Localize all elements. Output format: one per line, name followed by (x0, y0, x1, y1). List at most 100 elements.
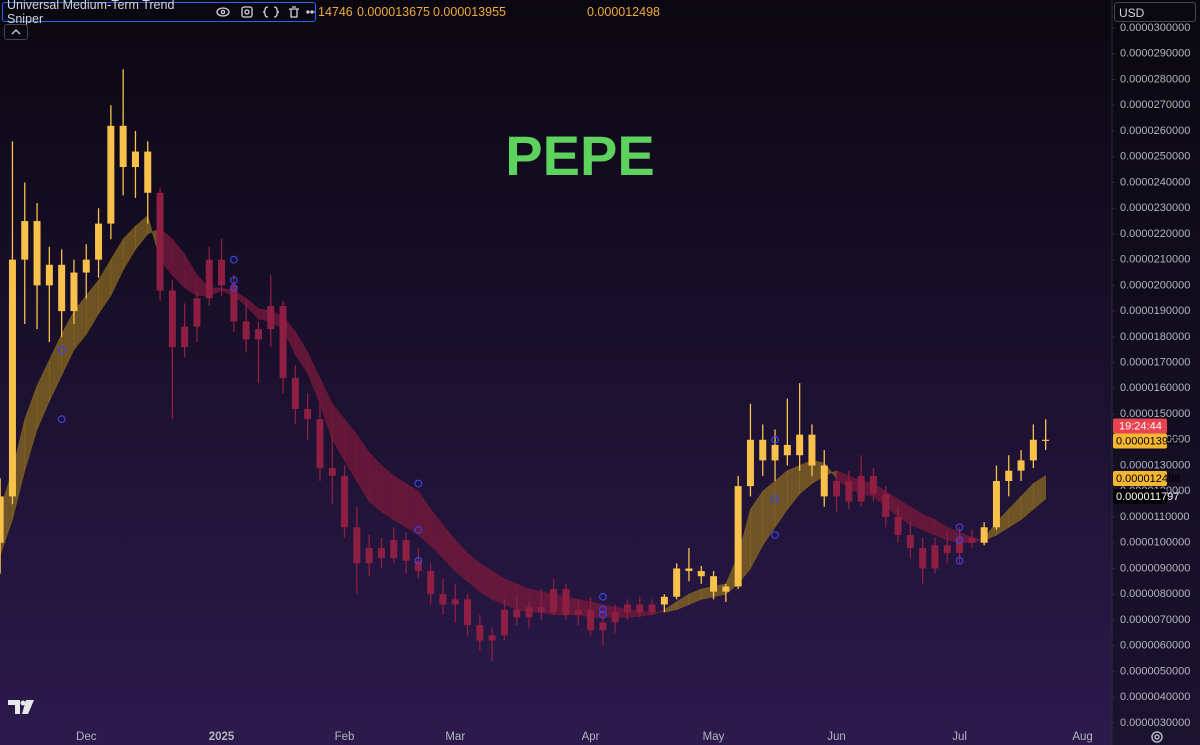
x-tick-label: Jun (827, 731, 846, 743)
candle-body (992, 480, 1000, 528)
candle-body (144, 151, 152, 193)
candle-body (673, 568, 681, 597)
candle-body (1029, 439, 1037, 461)
candle-body (427, 571, 435, 595)
candle-body (746, 439, 754, 487)
candle-body (168, 290, 176, 348)
signal-marker (229, 284, 238, 292)
legend-value: 0.000013955 (433, 5, 506, 19)
candle-body (562, 589, 570, 615)
countdown: 19:24:44 (1119, 420, 1162, 432)
signal-marker (771, 495, 779, 503)
legend-value: 0.000012498 (587, 5, 660, 19)
y-tick-label: 0.0000260000 (1120, 125, 1190, 137)
tv-logo (8, 700, 34, 714)
currency-select[interactable]: USD (1114, 2, 1196, 22)
candle-body (230, 285, 238, 322)
ribbon-segment (393, 475, 407, 528)
candle-body (353, 527, 361, 564)
candle-body (759, 439, 767, 461)
y-tick-label: 0.0000110000 (1120, 511, 1190, 523)
candle-body (464, 599, 472, 626)
candle-body (697, 571, 705, 577)
y-tick-label: 0.0000040000 (1120, 691, 1190, 703)
signal-marker (598, 592, 607, 601)
price-axis: 0.0000030000 0.0000040000 0.0000050000 0.00… (1112, 22, 1190, 729)
candle-body (8, 259, 16, 497)
y-tick-label: 0.0000210000 (1120, 254, 1190, 266)
indicator-name[interactable]: Universal Medium-Term Trend Sniper (7, 0, 175, 26)
price-tag-label: 0.000012498 (1116, 473, 1180, 485)
candle-body (710, 576, 718, 592)
candle-body (279, 305, 287, 379)
signal-marker (57, 345, 66, 354)
currency[interactable]: USD (1119, 6, 1145, 20)
y-tick-label: 0.0000090000 (1120, 562, 1190, 574)
indicator-legend[interactable]: Universal Medium-Term Trend Sniper (2, 0, 316, 26)
candle-body (414, 560, 422, 572)
y-tick-label: 0.0000300000 (1120, 22, 1190, 34)
signal-marker (955, 536, 964, 545)
candle-body (931, 545, 939, 569)
signal-marker (955, 556, 964, 565)
x-tick-label: May (703, 731, 725, 743)
candle-body (919, 547, 927, 569)
x-tick-label: Aug (1072, 731, 1092, 743)
candle-body (734, 486, 742, 587)
chart-title: PEPE (505, 124, 654, 187)
candle-body (95, 223, 103, 260)
signal-marker (414, 525, 423, 534)
collapse-button[interactable] (4, 24, 28, 40)
x-tick-label: Mar (445, 731, 465, 743)
candle-body (845, 480, 853, 502)
candle-body (722, 586, 730, 592)
candle-body (599, 622, 607, 631)
y-tick-label: 0.0000030000 (1120, 717, 1190, 729)
candle-body (45, 264, 53, 286)
y-tick-label: 0.0000150000 (1120, 408, 1190, 420)
candle-body (968, 537, 976, 543)
candle-body (267, 305, 275, 330)
candle-body (537, 607, 545, 613)
candle-body (783, 444, 791, 456)
y-tick-label: 0.0000290000 (1120, 48, 1190, 60)
signal-marker (771, 531, 779, 539)
y-tick-label: 0.0000170000 (1120, 356, 1190, 368)
price-tag-label: 0.000011797 (1116, 491, 1179, 503)
signal-marker (229, 276, 238, 285)
price-tag-label: 0.000013955 (1116, 435, 1180, 447)
candle-body (1017, 460, 1025, 471)
y-tick-label: 0.0000070000 (1120, 614, 1190, 626)
y-tick-label: 0.0000240000 (1120, 176, 1190, 188)
candle-body (316, 419, 324, 469)
candle-body (882, 493, 890, 517)
candle-body (648, 604, 656, 613)
candle-body (254, 329, 262, 340)
candle-body (451, 599, 459, 605)
candle-body (869, 475, 877, 494)
candle-body (390, 540, 398, 559)
legend-value: 14746 (318, 5, 353, 19)
legend-value: 0.000013675 (357, 5, 430, 19)
settings-button[interactable] (1151, 731, 1163, 743)
candle-body (820, 465, 828, 497)
indicator-icons[interactable] (216, 5, 315, 19)
candle-body (980, 527, 988, 543)
candle-body (550, 589, 558, 613)
signal-marker (414, 556, 423, 565)
candle-body (365, 547, 373, 564)
countdown-tag (1113, 418, 1167, 434)
y-tick-label: 0.0000190000 (1120, 305, 1190, 317)
candle-body (623, 604, 631, 613)
signal-marker (598, 605, 607, 614)
candle-body (377, 547, 385, 559)
candle-body (82, 259, 90, 273)
signal-marker (955, 523, 964, 532)
candle-body (476, 625, 484, 641)
candle-body (291, 378, 299, 409)
plot-area (0, 69, 1050, 662)
candle-body (796, 434, 804, 456)
candle-body (328, 468, 336, 476)
candle-body (525, 607, 533, 618)
y-tick-label: 0.0000180000 (1120, 331, 1190, 343)
